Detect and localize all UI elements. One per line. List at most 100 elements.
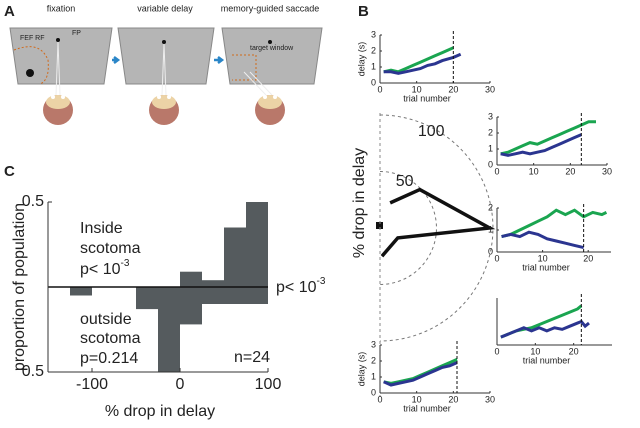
fixation-point: [162, 40, 166, 44]
x-axis-label: trial number: [403, 403, 451, 413]
line-series: [383, 361, 458, 387]
annotation-sup: -3: [120, 258, 129, 269]
y-axis-label: proportion of population: [11, 203, 28, 371]
line-series: [500, 120, 596, 156]
bar: [224, 227, 246, 287]
bar: [246, 202, 268, 287]
x-tick-label: 100: [255, 376, 282, 393]
annotation: scotoma: [80, 240, 141, 257]
target-dot: [26, 69, 34, 77]
panel-label: C: [4, 163, 15, 180]
y-tick-label: 2: [371, 355, 376, 365]
bar: [180, 271, 202, 287]
y-tick-label: 0: [488, 159, 493, 169]
x-axis-label: trial number: [403, 93, 451, 103]
y-axis-label: delay (s): [356, 42, 366, 77]
y-tick-label: 3: [371, 29, 376, 39]
y-tick-label: 1: [371, 61, 376, 71]
x-tick-label: 10: [412, 394, 422, 404]
x-tick-label: 10: [529, 166, 539, 176]
x-axis-label: trial number: [522, 262, 570, 272]
rf-label: FEF RF: [20, 35, 45, 42]
annotation: n=24: [234, 349, 270, 366]
x-axis-label: trial number: [523, 355, 571, 365]
bar: [224, 287, 246, 304]
x-tick-label: 30: [485, 84, 495, 94]
x-tick-label: 20: [583, 253, 593, 263]
gaze-lines: [55, 41, 273, 96]
annotation: Inside: [80, 220, 123, 237]
annotation: p< 10-3: [80, 258, 130, 279]
y-tick-label: 3: [488, 111, 493, 121]
screen: [9, 27, 113, 85]
x-tick-label: 10: [412, 84, 422, 94]
annotation: outside: [80, 311, 132, 328]
x-tick-label: 10: [538, 253, 548, 263]
head: [149, 95, 179, 125]
x-tick-label: 30: [602, 166, 612, 176]
rf-outline: [13, 46, 49, 85]
head: [255, 95, 285, 125]
annotation: p=0.214: [80, 350, 138, 367]
bar: [158, 287, 180, 372]
bar: [202, 280, 224, 287]
line-series: [501, 230, 584, 250]
bar: [246, 287, 268, 304]
bar: [136, 287, 158, 310]
x-tick-label: 0: [377, 84, 382, 94]
annotation: p< 10-3: [276, 276, 326, 297]
x-tick-label: 0: [494, 346, 499, 356]
y-tick-label: 0: [488, 246, 493, 256]
y-tick-label: 2: [371, 45, 376, 55]
r-tick-label: 100: [418, 123, 445, 140]
fixation-point: [56, 38, 60, 42]
r-tick-label: 50: [396, 173, 414, 190]
line-series: [500, 319, 590, 339]
x-tick-label: 0: [494, 253, 499, 263]
target-window: [232, 54, 257, 81]
y-tick-label: 0.5: [22, 363, 44, 380]
polar-line: [380, 187, 496, 258]
panel-label: B: [358, 3, 369, 20]
head: [43, 95, 73, 125]
x-tick-label: 30: [485, 394, 495, 404]
step-label: fixation: [47, 3, 76, 13]
line-series: [500, 133, 582, 157]
y-tick-label: 2: [488, 202, 493, 212]
annotation-sup: -3: [316, 276, 325, 287]
annotation: scotoma: [80, 330, 141, 347]
y-tick-label: 1: [488, 143, 493, 153]
y-tick-label: 0.5: [22, 193, 44, 210]
r-grid: [379, 171, 437, 285]
annotation-text: p< 10: [80, 261, 121, 278]
panel-label: A: [4, 3, 15, 20]
screen: [221, 27, 323, 85]
target-label: target window: [250, 45, 294, 52]
x-tick-label: 10: [530, 346, 540, 356]
y-axis-label: delay (s): [356, 352, 366, 387]
fixation-marker: [376, 222, 383, 229]
x-tick-label: -100: [76, 376, 108, 393]
line-series: [383, 358, 458, 385]
screen: [117, 27, 215, 85]
x-tick-label: 0: [176, 376, 185, 393]
task-diagram: fixation variable delay memory-guided sa…: [9, 3, 323, 125]
y-tick-label: 0: [371, 77, 376, 87]
y-tick-label: 3: [371, 339, 376, 349]
axis-label: % drop in delay: [351, 148, 368, 258]
bar: [202, 287, 224, 304]
x-tick-label: 0: [377, 394, 382, 404]
arrow: [214, 56, 225, 64]
y-tick-label: 1: [371, 371, 376, 381]
fixation-point: [268, 40, 272, 44]
step-label: variable delay: [137, 3, 193, 13]
line-series: [383, 52, 462, 75]
arrow: [112, 56, 121, 64]
y-tick-label: 2: [488, 127, 493, 137]
x-tick-label: 20: [569, 346, 579, 356]
line-series: [501, 208, 608, 239]
x-tick-label: 20: [448, 394, 458, 404]
x-tick-label: 0: [494, 166, 499, 176]
bar: [180, 287, 202, 325]
